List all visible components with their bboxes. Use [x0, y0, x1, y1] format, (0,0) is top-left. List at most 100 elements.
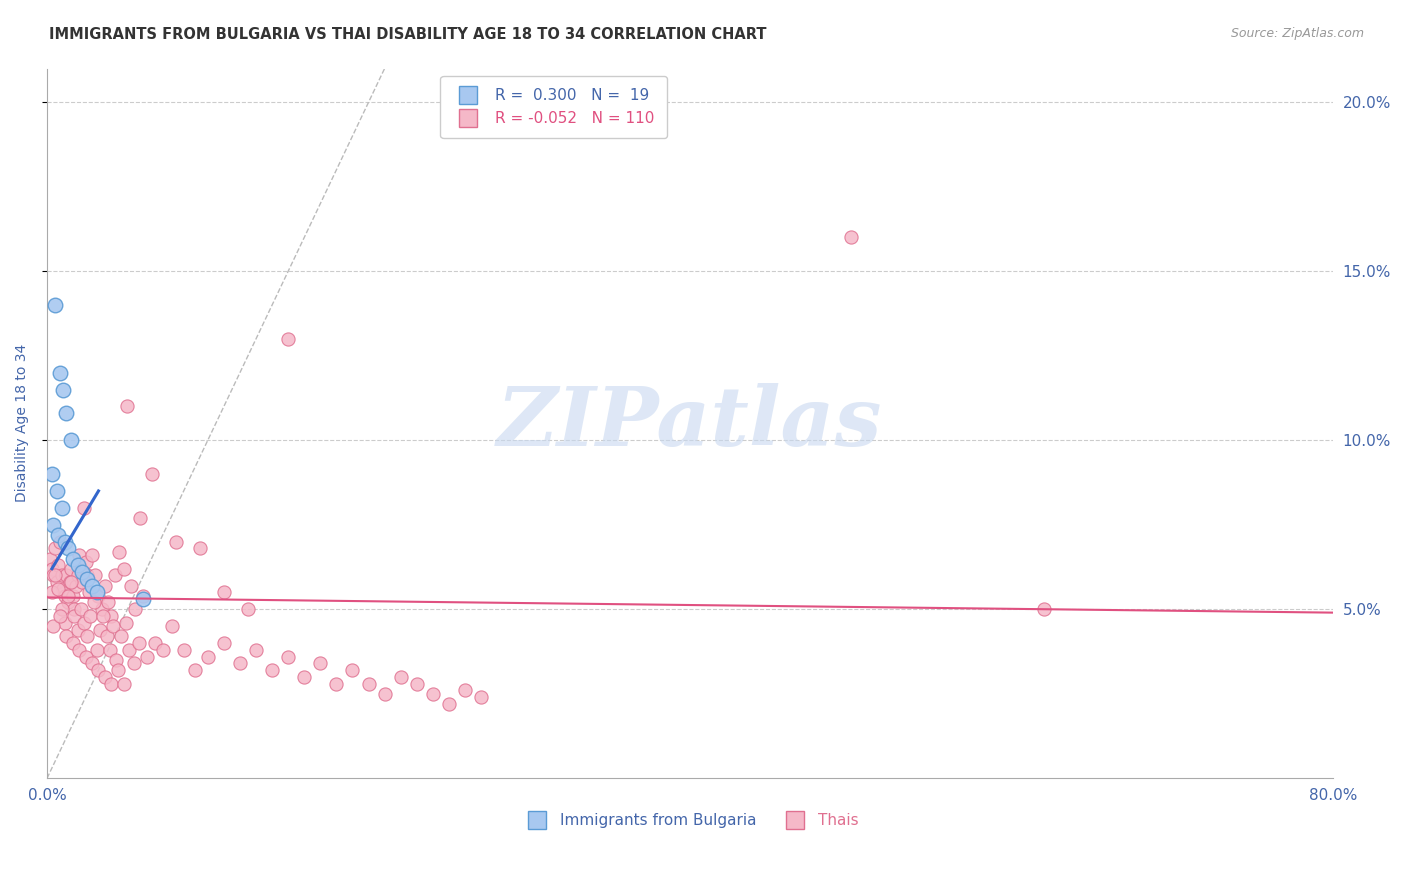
Point: [84, 568, 107, 582]
Point: [72, 565, 94, 579]
Point: [76, 629, 98, 643]
Point: [69, 602, 91, 616]
Point: [66, 558, 89, 573]
Point: [110, 629, 132, 643]
Point: [389, 670, 412, 684]
Point: [1032, 602, 1054, 616]
Point: [46, 558, 69, 573]
Text: ZIPatlas: ZIPatlas: [498, 384, 883, 463]
Point: [100, 609, 122, 624]
Point: [108, 545, 131, 559]
Point: [41, 585, 63, 599]
Point: [41, 467, 63, 481]
Legend: Immigrants from Bulgaria, Thais: Immigrants from Bulgaria, Thais: [516, 807, 865, 834]
Point: [132, 592, 155, 607]
Point: [165, 534, 187, 549]
Point: [229, 657, 252, 671]
Point: [437, 697, 460, 711]
Point: [52, 383, 75, 397]
Point: [97, 595, 120, 609]
Point: [454, 683, 477, 698]
Point: [212, 636, 235, 650]
Point: [73, 500, 96, 515]
Point: [98, 642, 121, 657]
Point: [46, 528, 69, 542]
Text: IMMIGRANTS FROM BULGARIA VS THAI DISABILITY AGE 18 TO 34 CORRELATION CHART: IMMIGRANTS FROM BULGARIA VS THAI DISABIL…: [49, 27, 766, 42]
Point: [80, 578, 103, 592]
Point: [325, 676, 347, 690]
Point: [56, 541, 79, 556]
Point: [173, 642, 195, 657]
Point: [45, 483, 67, 498]
Point: [87, 589, 110, 603]
Point: [56, 595, 79, 609]
Point: [422, 687, 444, 701]
Point: [65, 578, 87, 592]
Y-axis label: Disability Age 18 to 34: Disability Age 18 to 34: [15, 344, 30, 502]
Point: [49, 534, 72, 549]
Point: [80, 548, 103, 562]
Point: [55, 406, 77, 420]
Point: [76, 568, 98, 582]
Point: [55, 568, 77, 582]
Point: [62, 589, 84, 603]
Point: [62, 636, 84, 650]
Point: [53, 589, 76, 603]
Point: [129, 511, 152, 525]
Point: [90, 602, 112, 616]
Text: Source: ZipAtlas.com: Source: ZipAtlas.com: [1230, 27, 1364, 40]
Point: [107, 663, 129, 677]
Point: [72, 575, 94, 590]
Point: [52, 582, 75, 596]
Point: [197, 649, 219, 664]
Point: [277, 332, 299, 346]
Point: [83, 595, 105, 609]
Point: [141, 467, 163, 481]
Point: [839, 230, 862, 244]
Point: [44, 568, 66, 582]
Point: [53, 615, 76, 630]
Point: [103, 568, 125, 582]
Point: [357, 676, 380, 690]
Point: [132, 589, 155, 603]
Point: [105, 653, 128, 667]
Point: [122, 657, 145, 671]
Point: [128, 636, 150, 650]
Point: [63, 602, 86, 616]
Point: [96, 629, 118, 643]
Point: [44, 298, 66, 312]
Point: [67, 642, 90, 657]
Point: [143, 636, 166, 650]
Point: [39, 551, 62, 566]
Point: [101, 619, 124, 633]
Point: [94, 578, 117, 592]
Point: [58, 575, 80, 590]
Point: [184, 663, 207, 677]
Point: [51, 602, 73, 616]
Point: [76, 572, 98, 586]
Point: [152, 642, 174, 657]
Point: [162, 619, 184, 633]
Point: [63, 609, 86, 624]
Point: [374, 687, 396, 701]
Point: [62, 551, 84, 566]
Point: [49, 609, 72, 624]
Point: [405, 676, 427, 690]
Point: [42, 619, 65, 633]
Point: [46, 582, 69, 596]
Point: [94, 670, 117, 684]
Point: [135, 649, 157, 664]
Point: [42, 517, 65, 532]
Point: [44, 541, 66, 556]
Point: [470, 690, 492, 705]
Point: [41, 562, 63, 576]
Point: [112, 676, 135, 690]
Point: [117, 400, 139, 414]
Point: [60, 434, 83, 448]
Point: [55, 629, 77, 643]
Point: [51, 568, 73, 582]
Point: [60, 562, 83, 576]
Point: [86, 642, 108, 657]
Point: [49, 366, 72, 380]
Point: [112, 562, 135, 576]
